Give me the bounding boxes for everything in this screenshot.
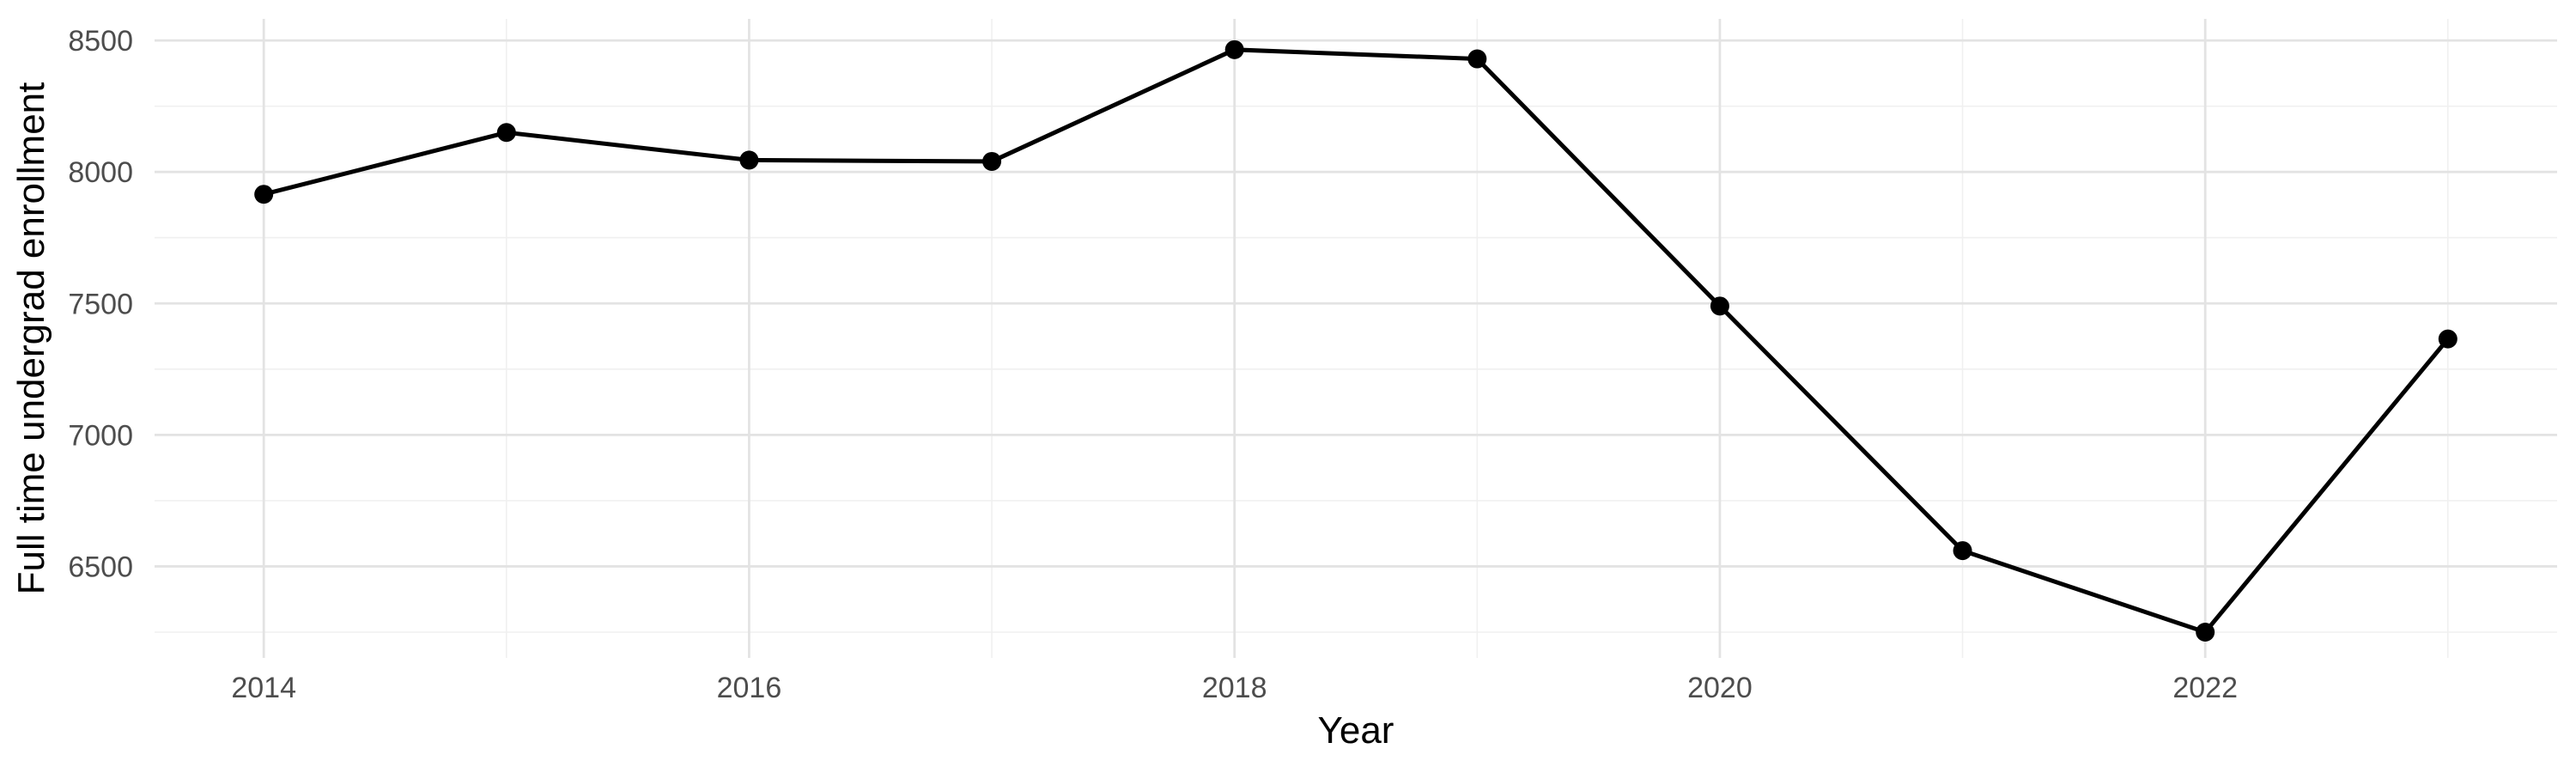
- data-point: [254, 185, 274, 204]
- x-tick-label: 2022: [2172, 672, 2238, 704]
- data-point: [2196, 622, 2215, 642]
- data-line: [263, 47, 2450, 635]
- data-point: [1467, 49, 1487, 69]
- x-tick-label: 2020: [1687, 672, 1753, 704]
- data-point: [2438, 329, 2458, 349]
- y-tick-label: 8000: [68, 156, 133, 189]
- x-axis-title: Year: [1317, 709, 1394, 752]
- y-tick-label: 7000: [68, 419, 133, 452]
- y-axis-title: Full time undergrad enrollment: [10, 82, 52, 595]
- data-point: [739, 150, 759, 170]
- y-tick-label: 6500: [68, 551, 133, 583]
- x-tick-label: 2014: [231, 672, 296, 704]
- x-tick-label: 2018: [1202, 672, 1267, 704]
- data-point: [982, 151, 1002, 171]
- data-point: [1710, 296, 1729, 316]
- y-tick-label: 8500: [68, 25, 133, 58]
- data-point: [1224, 40, 1244, 59]
- data-point: [496, 123, 516, 143]
- x-tick-label: 2016: [717, 672, 782, 704]
- y-tick-label: 7500: [68, 288, 133, 320]
- data-point: [1953, 541, 1972, 561]
